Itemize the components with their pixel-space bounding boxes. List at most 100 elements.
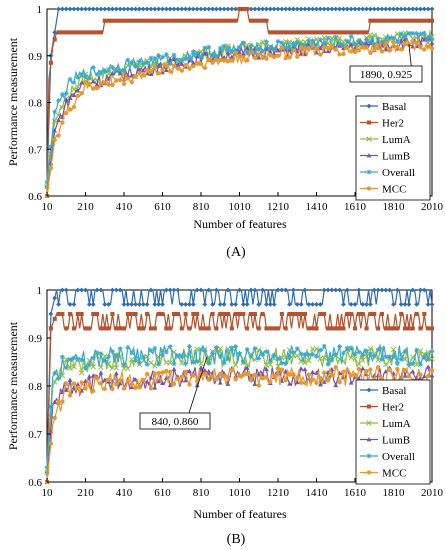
data-point [321,343,327,349]
data-point [318,30,323,35]
data-point [110,82,115,88]
data-point [183,361,188,367]
data-point [222,311,227,317]
data-point [414,311,419,317]
data-point [171,56,177,61]
panel-label-b: (B) [227,532,246,547]
data-point [137,70,142,75]
data-point [98,6,104,12]
data-point [141,72,146,78]
data-point [221,43,227,49]
data-point [291,30,296,35]
data-point [360,30,365,35]
xlabel-b: Number of features [193,507,287,521]
legend-marker [366,103,372,109]
data-point [125,76,131,81]
data-point [152,6,158,12]
data-point [229,368,234,373]
legend-box [355,379,431,485]
data-point [237,44,242,50]
data-point [244,365,250,370]
data-point [418,18,423,23]
data-point [67,365,73,371]
data-point [90,355,96,361]
data-point [187,326,192,331]
data-point [113,6,119,12]
data-point [56,98,61,103]
data-point [287,6,292,12]
data-point [60,6,65,12]
data-point [187,55,192,60]
data-point [137,360,142,366]
data-point [387,48,392,53]
data-point [256,6,262,12]
data-point [225,59,231,64]
data-point [333,34,339,40]
data-point [240,51,246,56]
data-point [141,326,146,331]
data-point [183,302,188,307]
data-point [194,61,200,66]
data-point [345,45,350,51]
data-point [202,371,208,377]
x-tick-label: 1010 [229,201,252,213]
data-point [98,351,104,357]
data-point [229,6,235,12]
data-point [94,287,100,293]
data-point [417,348,424,354]
data-point [75,287,81,293]
data-point [398,6,404,12]
data-point [279,360,285,366]
data-point [406,374,412,379]
data-point [248,50,254,55]
data-point [48,311,54,317]
legend-marker [366,420,372,426]
data-point [144,302,150,307]
data-point [252,50,258,56]
data-point [264,326,269,331]
data-point [375,46,381,51]
data-point [337,326,342,331]
data-point [179,57,185,63]
data-point [403,326,408,331]
data-point [418,287,423,293]
data-point [129,79,134,85]
data-point [264,18,269,23]
data-point [368,18,373,23]
legend-item: LumB [360,435,410,447]
data-point [379,40,385,46]
data-point [148,68,154,74]
data-point [113,67,119,73]
data-point [83,326,88,331]
data-point [429,373,435,378]
data-point [67,6,73,12]
data-point [145,311,150,317]
data-point [156,18,161,23]
data-point [333,382,339,388]
data-point [306,357,312,364]
data-point [148,326,153,331]
data-point [183,378,188,383]
data-point [364,326,369,331]
data-point [406,326,411,331]
x-tick-label: 210 [77,487,94,499]
x-tick-label: 810 [193,201,210,213]
data-point [283,326,288,331]
data-point [356,48,362,53]
data-point [395,326,400,331]
data-point [349,30,354,35]
data-point [71,355,77,361]
data-point [252,345,258,351]
data-point [306,38,312,44]
data-point [329,357,335,363]
data-point [60,311,65,317]
data-point [252,311,257,317]
data-point [160,311,165,317]
data-point [429,349,435,354]
data-point [295,311,300,317]
data-point [98,326,103,331]
data-point [179,354,185,359]
data-point [194,287,200,293]
data-point [291,350,296,355]
data-point [402,302,408,307]
